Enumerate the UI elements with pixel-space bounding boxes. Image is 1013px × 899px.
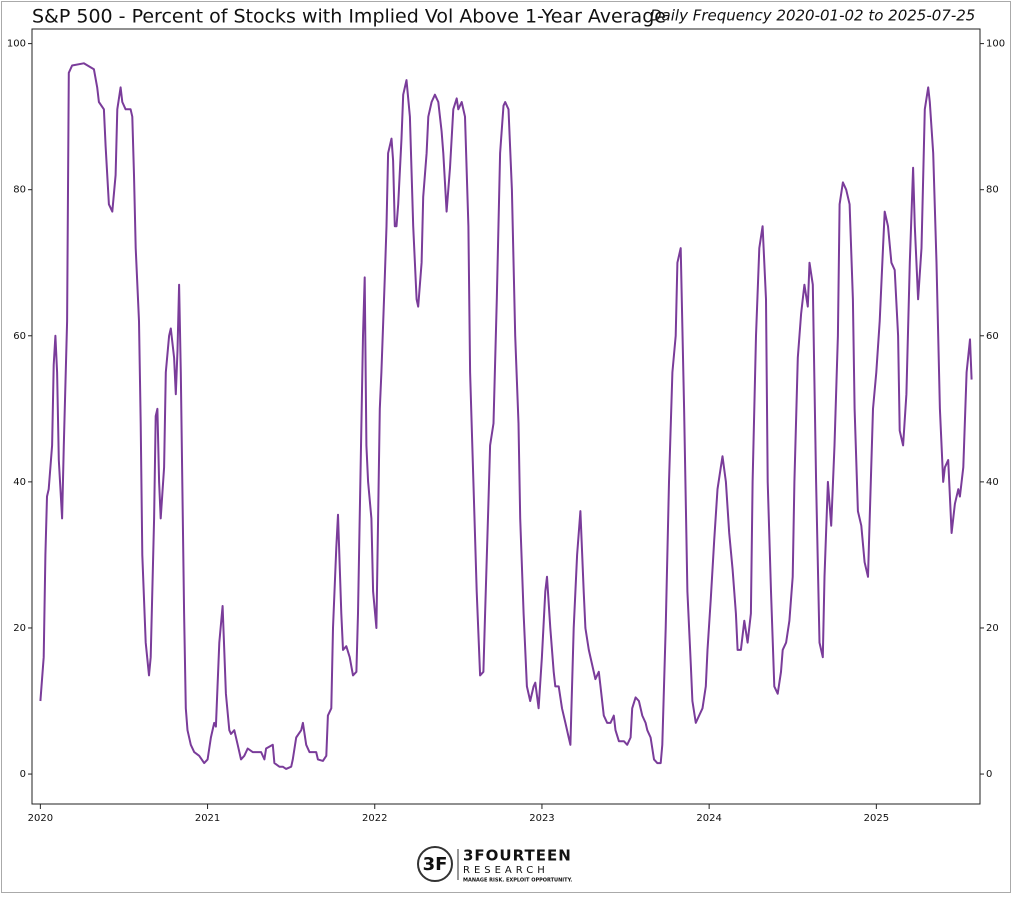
- x-tick-label: 2025: [864, 813, 889, 824]
- y-tick-label: 20: [13, 623, 26, 634]
- y-tick-label: 60: [13, 331, 26, 342]
- x-tick-label: 2020: [28, 813, 53, 824]
- x-tick-label: 2023: [529, 813, 554, 824]
- x-tick-label: 2021: [195, 813, 220, 824]
- y2-tick-label: 100: [986, 39, 1005, 50]
- y-tick-label: 0: [20, 769, 26, 780]
- y-tick-label: 80: [13, 185, 26, 196]
- logo: 3F 3FOURTEEN RESEARCH MANAGE RISK. EXPLO…: [417, 846, 572, 884]
- y2-tick-label: 60: [986, 331, 999, 342]
- logo-name: 3FOURTEEN: [463, 847, 572, 865]
- data-line: [39, 62, 973, 770]
- y2-tick-label: 0: [986, 769, 992, 780]
- x-tick-label: 2024: [696, 813, 721, 824]
- y-tick-label: 40: [13, 477, 26, 488]
- logo-tagline: MANAGE RISK. EXPLOIT OPPORTUNITY.: [463, 878, 572, 884]
- logo-sub: RESEARCH: [463, 865, 549, 876]
- y2-tick-label: 80: [986, 185, 999, 196]
- y-tick-label: 100: [7, 39, 26, 50]
- logo-circle: [417, 846, 453, 882]
- x-tick-label: 2022: [362, 813, 387, 824]
- y2-tick-label: 20: [986, 623, 999, 634]
- chart-title: S&P 500 - Percent of Stocks with Implied…: [32, 6, 666, 28]
- logo-monogram: 3F: [423, 854, 448, 875]
- plot-frame: [31, 28, 981, 805]
- y2-tick-label: 40: [986, 477, 999, 488]
- chart-subtitle: Daily Frequency 2020-01-02 to 2025-07-25: [650, 7, 975, 25]
